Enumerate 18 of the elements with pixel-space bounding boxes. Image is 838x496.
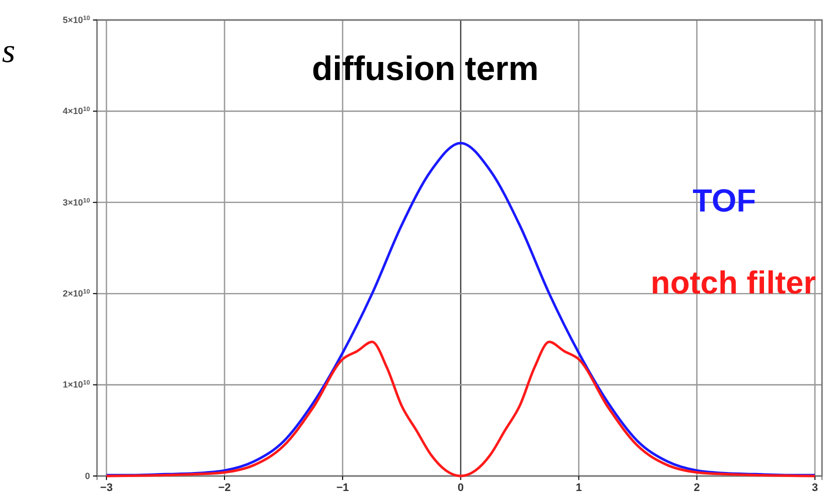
y-tick-label: 0 <box>84 470 90 481</box>
text: notch filter <box>650 264 816 301</box>
x-tick-label: 2 <box>694 482 700 494</box>
text: TOF <box>692 182 756 219</box>
y-tick-label: 3×10$^{10}$ <box>62 196 90 208</box>
x-tick-label: −2 <box>218 482 231 494</box>
x-tick-label: 3 <box>812 482 818 494</box>
text: diffusion term <box>312 50 539 88</box>
y-tick-label: 4×10$^{10}$ <box>62 106 90 116</box>
y-tick-label: 1×10$^{10}$ <box>62 379 90 390</box>
y-tick-label: 2×10$^{10}$ <box>62 288 90 298</box>
x-tick-label: −1 <box>336 482 349 494</box>
y-tick-label: 5×10$^{10}$ <box>62 14 90 25</box>
x-tick-label: 1 <box>576 482 582 494</box>
x-tick-label: −3 <box>100 482 113 494</box>
text: s <box>2 33 16 70</box>
line-series <box>105 340 816 478</box>
x-tick-label: 0 <box>458 482 464 494</box>
